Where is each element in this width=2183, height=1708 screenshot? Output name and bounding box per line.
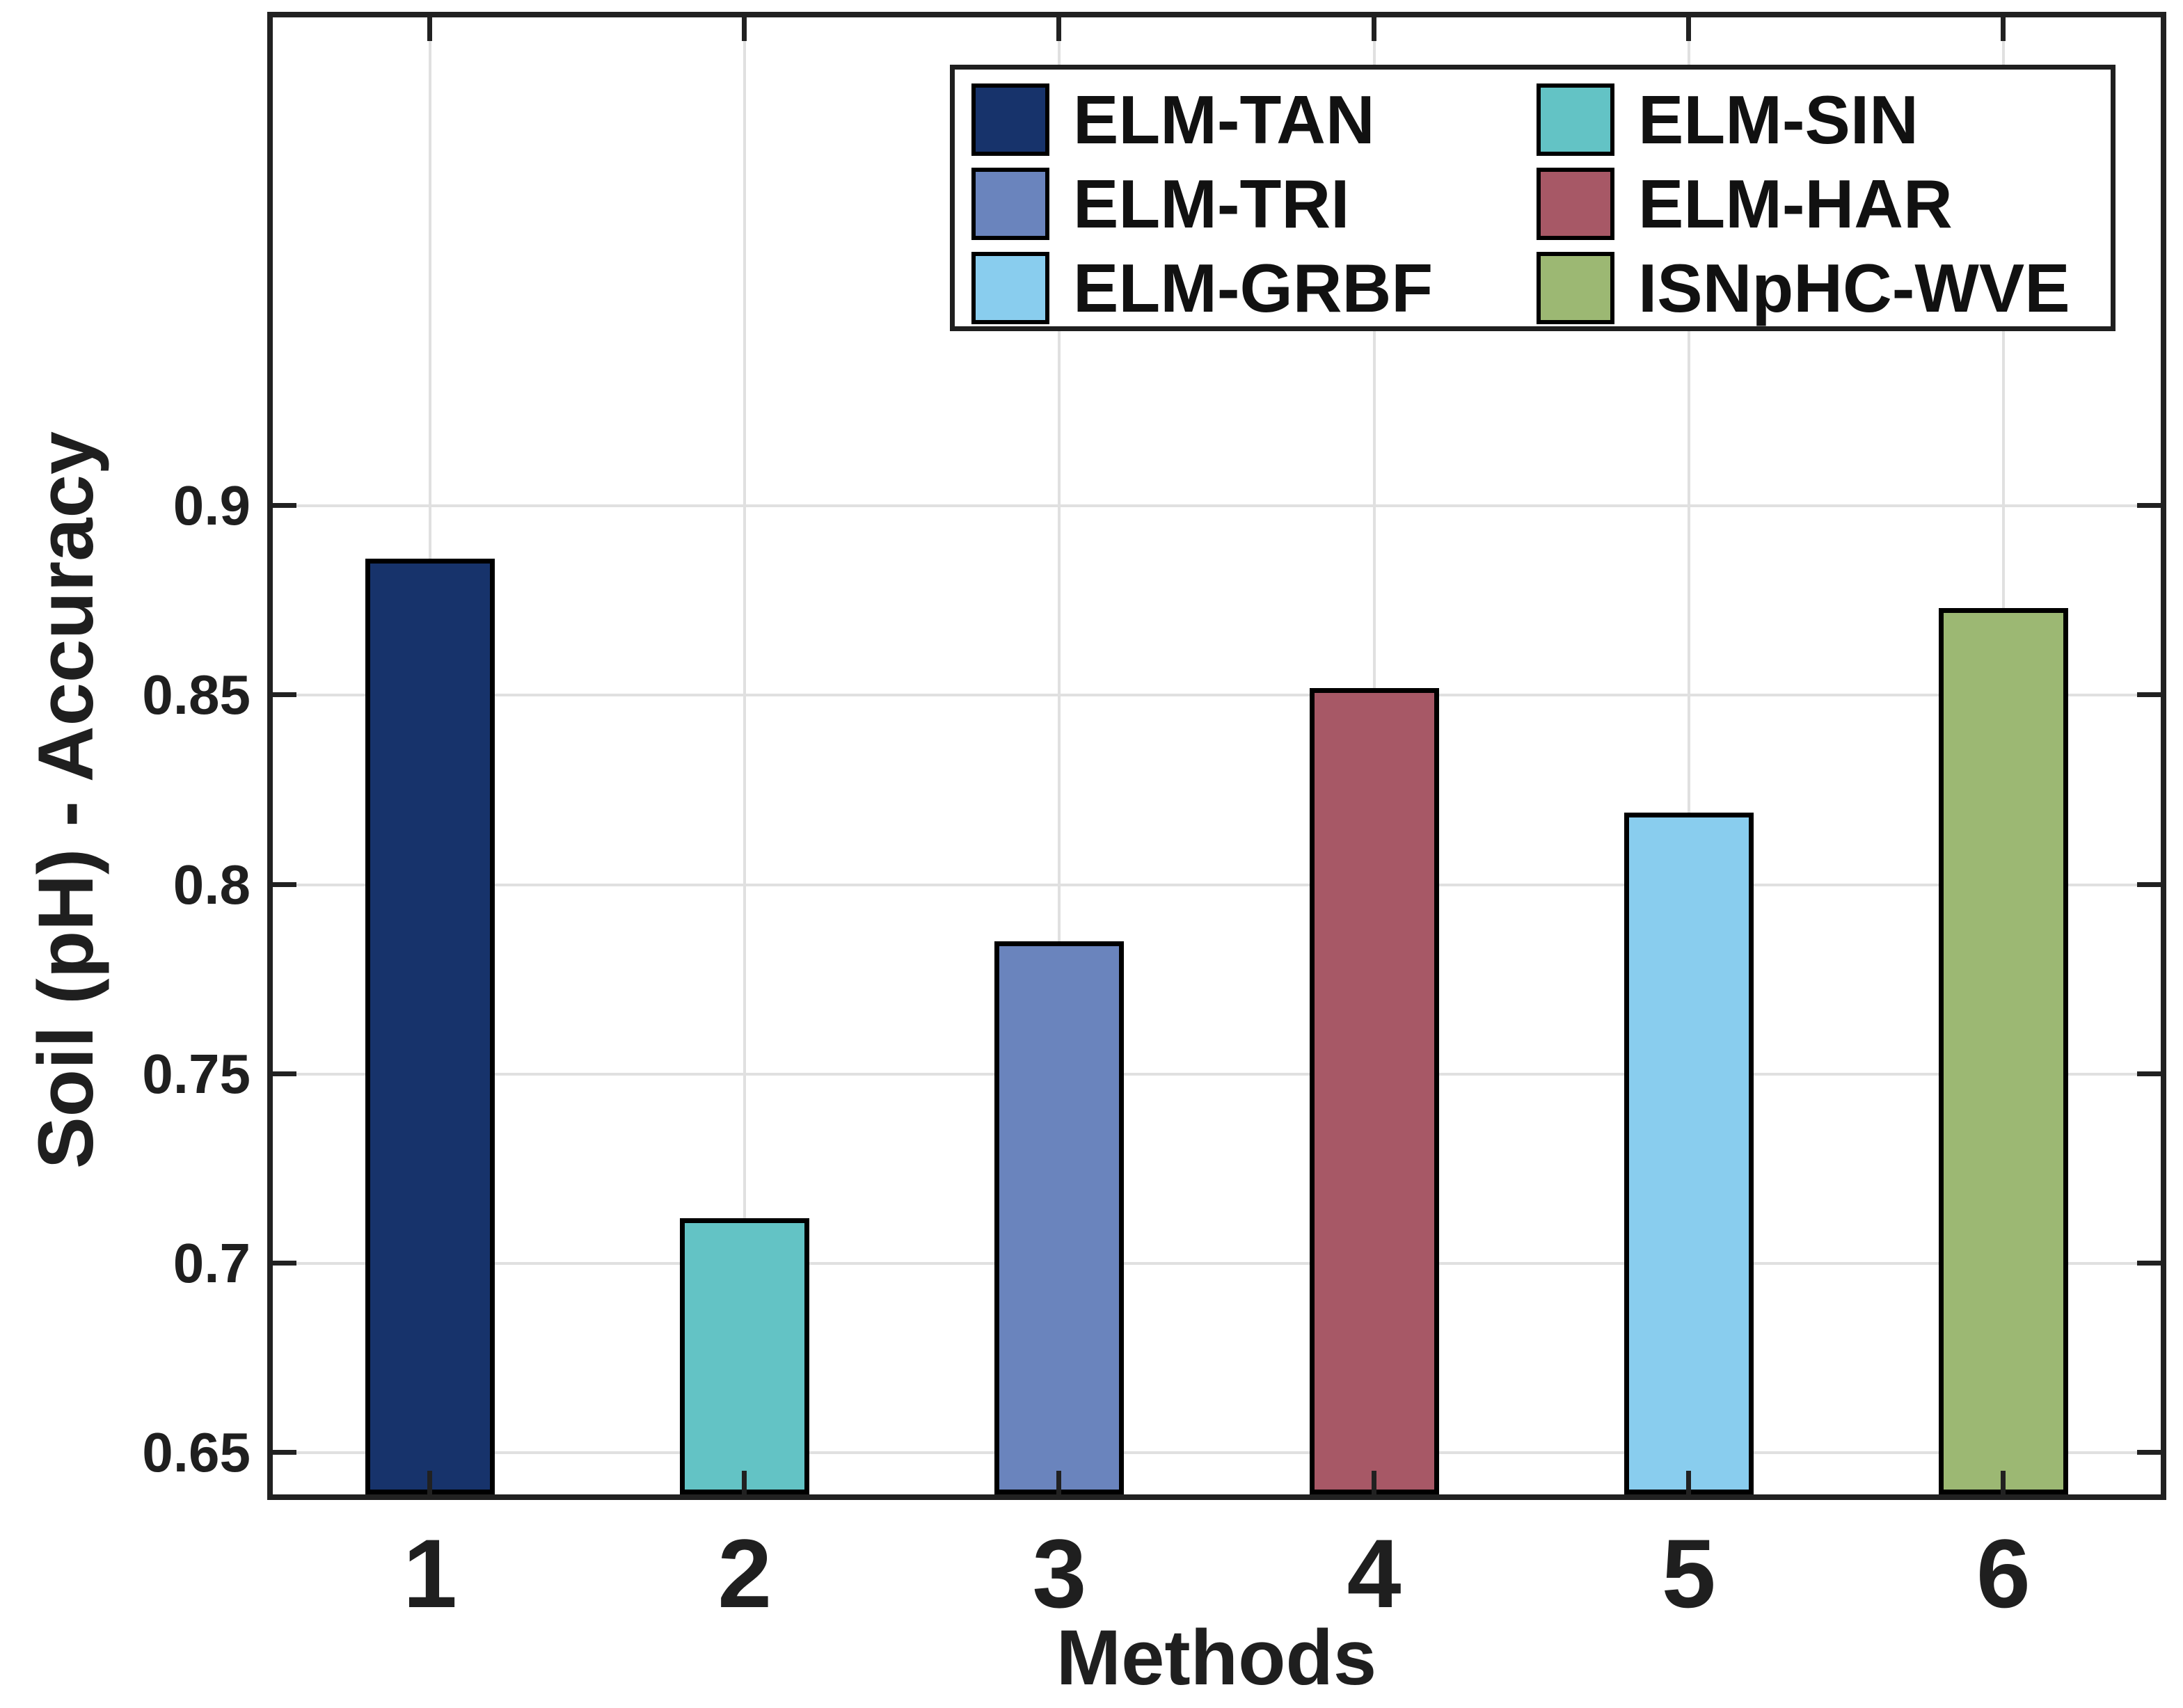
legend-label-isnphc-wve: ISNpHC-WVE [1638, 250, 2070, 326]
y-tick-label: 0.75 [142, 1042, 251, 1105]
legend-label-elm-tri: ELM-TRI [1073, 166, 1350, 242]
x-tick-label: 4 [1347, 1519, 1402, 1628]
y-tick-mark-left [273, 1260, 296, 1266]
x-tick-mark-bottom [1056, 1471, 1062, 1494]
x-tick-mark-top [742, 17, 747, 41]
y-tick-label: 0.9 [173, 474, 251, 537]
legend-label-elm-har: ELM-HAR [1638, 166, 1953, 242]
legend-swatch-elm-har [1537, 168, 1614, 240]
y-tick-mark-left [273, 1450, 296, 1455]
x-tick-label: 5 [1661, 1519, 1716, 1628]
legend-swatch-isnphc-wve [1537, 252, 1614, 324]
y-tick-label: 0.65 [142, 1421, 251, 1484]
y-tick-mark-left [273, 1071, 296, 1076]
y-tick-label: 0.85 [142, 664, 251, 726]
y-tick-label: 0.8 [173, 853, 251, 916]
y-gridline [273, 1261, 2161, 1265]
y-tick-mark-left [273, 503, 296, 509]
x-tick-label: 3 [1032, 1519, 1087, 1628]
bar-elm-tan [365, 559, 495, 1494]
legend-swatch-elm-tan [971, 83, 1049, 156]
bar-elm-tri [994, 941, 1125, 1494]
y-tick-label: 0.7 [173, 1231, 251, 1294]
bar-elm-grbf [1624, 813, 1754, 1494]
legend: ELM-TAN ELM-TRI ELM-GRBF ELM-SIN ELM-HAR ISNp… [950, 65, 2115, 331]
y-gridline [273, 504, 2161, 508]
x-tick-mark-top [2000, 17, 2006, 41]
bar-isnphc-wve [1938, 608, 2068, 1494]
x-tick-mark-top [1685, 17, 1691, 41]
x-axis-label: Methods [1056, 1614, 1377, 1701]
x-tick-mark-top [427, 17, 433, 41]
x-gridline [1058, 17, 1061, 1494]
x-tick-mark-top [1056, 17, 1062, 41]
legend-swatch-elm-sin [1537, 83, 1614, 156]
x-tick-mark-bottom [742, 1471, 747, 1494]
x-gridline [743, 17, 747, 1494]
x-tick-mark-top [1371, 17, 1376, 41]
bar-elm-har [1309, 687, 1439, 1494]
legend-swatch-elm-tri [971, 168, 1049, 240]
x-tick-mark-bottom [427, 1471, 433, 1494]
y-gridline [273, 1451, 2161, 1455]
x-gridline [1687, 17, 1690, 1494]
y-gridline [273, 1072, 2161, 1076]
x-tick-mark-bottom [1371, 1471, 1376, 1494]
x-tick-label: 1 [403, 1519, 458, 1628]
legend-swatch-elm-grbf [971, 252, 1049, 324]
y-tick-mark-left [273, 881, 296, 887]
y-tick-mark-right [2137, 692, 2161, 698]
legend-label-elm-tan: ELM-TAN [1073, 81, 1375, 158]
x-tick-label: 6 [1976, 1519, 2031, 1628]
y-gridline [273, 694, 2161, 697]
y-tick-mark-right [2137, 881, 2161, 887]
y-tick-mark-right [2137, 1450, 2161, 1455]
y-tick-mark-right [2137, 503, 2161, 509]
y-gridline [273, 883, 2161, 886]
bar-elm-sin [680, 1218, 810, 1494]
y-tick-mark-right [2137, 1260, 2161, 1266]
legend-label-elm-sin: ELM-SIN [1638, 81, 1919, 158]
x-tick-mark-bottom [2000, 1471, 2006, 1494]
y-tick-mark-right [2137, 1071, 2161, 1076]
y-tick-mark-left [273, 692, 296, 698]
x-tick-mark-bottom [1685, 1471, 1691, 1494]
legend-label-elm-grbf: ELM-GRBF [1073, 250, 1434, 326]
x-tick-label: 2 [717, 1519, 772, 1628]
